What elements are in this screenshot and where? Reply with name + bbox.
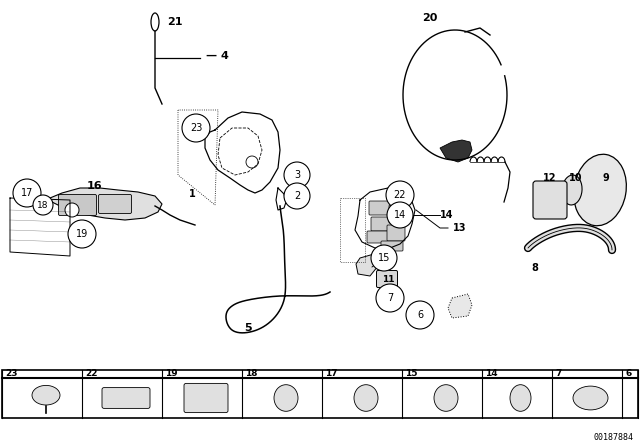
Ellipse shape <box>32 385 60 405</box>
Text: 13: 13 <box>453 223 467 233</box>
Text: 6: 6 <box>417 310 423 320</box>
FancyBboxPatch shape <box>389 205 405 223</box>
Circle shape <box>182 114 210 142</box>
Text: 14: 14 <box>485 370 498 379</box>
FancyBboxPatch shape <box>371 217 399 231</box>
Ellipse shape <box>434 385 458 411</box>
Text: — 4: — 4 <box>206 51 229 61</box>
Polygon shape <box>440 140 472 162</box>
Text: 00187884: 00187884 <box>594 433 634 442</box>
FancyBboxPatch shape <box>184 383 228 413</box>
Text: 3: 3 <box>294 170 300 180</box>
FancyBboxPatch shape <box>99 194 131 214</box>
Text: 9: 9 <box>603 173 609 183</box>
Circle shape <box>386 181 414 209</box>
Text: 20: 20 <box>422 13 438 23</box>
Text: 19: 19 <box>165 370 178 379</box>
Circle shape <box>68 220 96 248</box>
Text: 5: 5 <box>244 323 252 333</box>
Text: 17: 17 <box>325 370 338 379</box>
Text: 14: 14 <box>394 210 406 220</box>
Ellipse shape <box>562 175 582 205</box>
Ellipse shape <box>151 13 159 31</box>
Ellipse shape <box>573 386 608 410</box>
Circle shape <box>376 284 404 312</box>
Ellipse shape <box>573 154 627 226</box>
FancyBboxPatch shape <box>376 271 397 288</box>
Text: 15: 15 <box>405 370 417 379</box>
Text: 11: 11 <box>381 276 394 284</box>
Circle shape <box>284 162 310 188</box>
Circle shape <box>33 195 53 215</box>
FancyBboxPatch shape <box>381 241 403 251</box>
FancyBboxPatch shape <box>387 225 405 241</box>
Text: 16: 16 <box>87 181 103 191</box>
Text: 12: 12 <box>543 173 557 183</box>
Text: 6: 6 <box>625 370 631 379</box>
Text: 15: 15 <box>378 253 390 263</box>
Circle shape <box>65 203 79 217</box>
Bar <box>2 370 638 418</box>
Text: 23: 23 <box>5 370 17 379</box>
FancyBboxPatch shape <box>367 231 399 243</box>
Ellipse shape <box>510 385 531 411</box>
FancyBboxPatch shape <box>58 194 97 215</box>
Circle shape <box>13 179 41 207</box>
Circle shape <box>387 202 413 228</box>
Polygon shape <box>448 294 472 318</box>
Text: 21: 21 <box>167 17 183 27</box>
Polygon shape <box>356 254 378 276</box>
Text: 17: 17 <box>21 188 33 198</box>
Text: 23: 23 <box>190 123 202 133</box>
Text: 7: 7 <box>387 293 393 303</box>
FancyBboxPatch shape <box>533 181 567 219</box>
Text: 7: 7 <box>555 370 561 379</box>
Text: 10: 10 <box>569 173 583 183</box>
FancyBboxPatch shape <box>102 388 150 409</box>
Polygon shape <box>48 188 162 220</box>
Text: 18: 18 <box>37 201 49 210</box>
Text: 2: 2 <box>294 191 300 201</box>
Text: 22: 22 <box>394 190 406 200</box>
FancyBboxPatch shape <box>369 201 399 215</box>
Text: 1: 1 <box>189 189 195 199</box>
Circle shape <box>406 301 434 329</box>
Text: 19: 19 <box>76 229 88 239</box>
Text: 8: 8 <box>532 263 538 273</box>
Text: 14: 14 <box>440 210 454 220</box>
Circle shape <box>371 245 397 271</box>
Text: 18: 18 <box>245 370 257 379</box>
Text: 22: 22 <box>85 370 97 379</box>
Ellipse shape <box>354 385 378 411</box>
Ellipse shape <box>274 385 298 411</box>
Circle shape <box>284 183 310 209</box>
